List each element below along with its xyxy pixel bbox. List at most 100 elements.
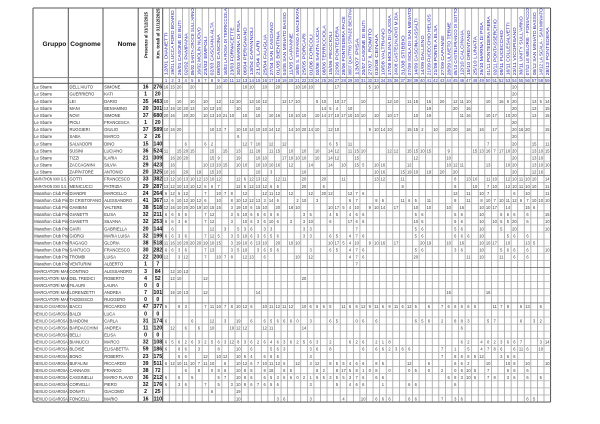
svg-text:20: 20: [177, 127, 182, 132]
svg-text:12: 12: [210, 233, 215, 238]
svg-text:NEVILIO CASAROSA: NEVILIO CASAROSA: [34, 340, 68, 345]
svg-text:23/02 EMPOLI: 23/02 EMPOLI: [203, 36, 208, 75]
svg-text:12: 12: [414, 155, 419, 160]
svg-text:5: 5: [316, 304, 319, 309]
svg-text:6: 6: [362, 375, 365, 380]
svg-text:20: 20: [512, 148, 517, 153]
svg-text:5: 5: [316, 99, 319, 104]
svg-text:6: 6: [165, 318, 168, 323]
svg-text:20: 20: [183, 113, 188, 118]
svg-text:14: 14: [269, 198, 274, 203]
svg-text:Le Sbarre: Le Sbarre: [34, 170, 53, 175]
svg-text:13: 13: [479, 148, 484, 153]
svg-text:10: 10: [492, 219, 497, 224]
svg-text:17: 17: [499, 148, 504, 153]
svg-text:20: 20: [275, 240, 280, 245]
svg-text:3: 3: [329, 375, 332, 380]
svg-text:11: 11: [519, 184, 524, 189]
svg-text:LAURA: LAURA: [104, 283, 118, 288]
svg-text:4: 4: [349, 240, 352, 245]
svg-text:524: 524: [153, 148, 162, 154]
svg-text:Marathon Club Pisa: Marathon Club Pisa: [34, 262, 71, 267]
svg-text:20: 20: [453, 127, 458, 132]
svg-text:15: 15: [256, 78, 261, 83]
svg-text:16: 16: [170, 106, 175, 111]
svg-text:3: 3: [303, 219, 306, 224]
svg-text:12: 12: [328, 127, 333, 132]
svg-text:6: 6: [250, 304, 253, 309]
svg-text:6: 6: [461, 354, 464, 359]
svg-text:0: 0: [211, 368, 214, 373]
svg-text:12: 12: [335, 155, 340, 160]
svg-text:14: 14: [308, 163, 313, 168]
svg-text:6: 6: [526, 233, 529, 238]
svg-text:0: 0: [144, 311, 147, 317]
svg-text:ANTONIO: ANTONIO: [104, 170, 123, 175]
svg-text:518: 518: [153, 240, 162, 246]
svg-text:17: 17: [492, 113, 497, 118]
svg-text:16: 16: [381, 240, 386, 245]
svg-text:6: 6: [329, 248, 332, 253]
svg-text:6: 6: [185, 325, 188, 330]
svg-text:10: 10: [216, 354, 221, 359]
svg-text:6: 6: [428, 318, 431, 323]
svg-text:6: 6: [500, 347, 503, 352]
svg-text:5: 5: [270, 354, 273, 359]
svg-text:5: 5: [336, 375, 339, 380]
svg-text:5: 5: [342, 240, 345, 245]
svg-text:TIZZI: TIZZI: [70, 155, 80, 160]
svg-text:10: 10: [512, 177, 517, 182]
svg-text:35: 35: [387, 78, 392, 83]
svg-text:10: 10: [446, 163, 451, 168]
svg-text:10: 10: [295, 127, 300, 132]
svg-text:38: 38: [143, 368, 149, 374]
svg-text:41: 41: [143, 198, 149, 204]
svg-text:0: 0: [355, 318, 358, 323]
svg-text:6: 6: [526, 248, 529, 253]
svg-text:16: 16: [486, 148, 491, 153]
svg-text:12: 12: [275, 127, 280, 132]
svg-text:05/10 CASTELFRANCO DI SOTTO: 05/10 CASTELFRANCO DI SOTTO: [453, 8, 458, 76]
svg-text:10: 10: [177, 177, 182, 182]
svg-text:3: 3: [461, 375, 464, 380]
svg-text:6: 6: [526, 219, 529, 224]
svg-text:16: 16: [164, 85, 169, 90]
svg-text:30/03 MARINA DI PISA: 30/03 MARINA DI PISA: [236, 20, 241, 75]
svg-text:6: 6: [283, 318, 286, 323]
svg-text:20: 20: [440, 99, 445, 104]
svg-text:6: 6: [382, 347, 385, 352]
svg-text:6: 6: [540, 304, 543, 309]
svg-text:8: 8: [402, 184, 405, 189]
svg-text:6: 6: [277, 382, 280, 387]
svg-text:BALDI: BALDI: [70, 311, 82, 316]
svg-text:0: 0: [156, 333, 159, 339]
svg-text:16: 16: [170, 205, 175, 210]
svg-text:RUGGERO: RUGGERO: [104, 297, 125, 302]
svg-text:12: 12: [210, 226, 215, 231]
svg-text:15: 15: [275, 148, 280, 153]
svg-text:8: 8: [283, 368, 286, 373]
svg-text:12: 12: [249, 177, 254, 182]
svg-text:17: 17: [341, 368, 346, 373]
svg-text:13: 13: [164, 106, 169, 111]
svg-text:16/11 COLLESALVETTI: 16/11 COLLESALVETTI: [506, 22, 511, 75]
svg-text:11: 11: [545, 191, 550, 196]
svg-text:6: 6: [375, 347, 378, 352]
svg-text:0: 0: [144, 297, 147, 303]
svg-text:13: 13: [164, 177, 169, 182]
svg-text:511: 511: [154, 361, 162, 367]
svg-text:10: 10: [262, 163, 267, 168]
svg-text:6: 6: [250, 205, 253, 210]
svg-text:10: 10: [236, 361, 241, 366]
svg-text:13: 13: [256, 198, 261, 203]
svg-text:6: 6: [250, 375, 253, 380]
svg-text:6: 6: [277, 347, 280, 352]
svg-text:72: 72: [155, 368, 161, 374]
svg-text:10: 10: [479, 233, 484, 238]
svg-text:KATI: KATI: [104, 92, 113, 97]
svg-text:8: 8: [494, 375, 497, 380]
svg-text:Km. totali al 31/12/2025: Km. totali al 31/12/2025: [156, 8, 161, 59]
svg-text:6: 6: [507, 354, 510, 359]
svg-text:3: 3: [349, 375, 352, 380]
svg-text:11: 11: [460, 113, 465, 118]
